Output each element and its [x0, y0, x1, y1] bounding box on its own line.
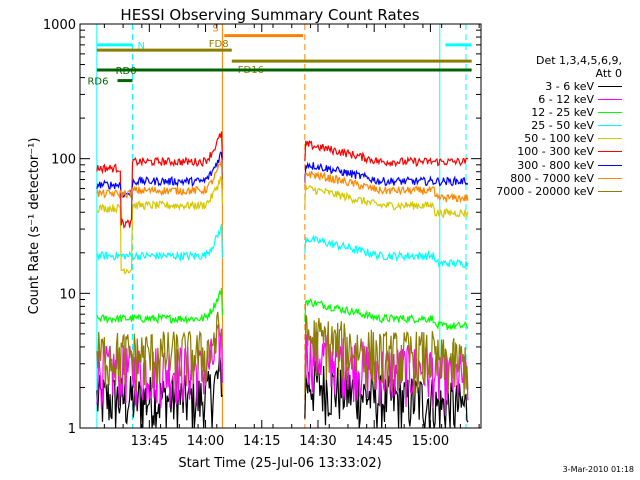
- x-tick-label: 13:45: [131, 434, 168, 449]
- legend-swatch: [598, 86, 622, 87]
- plot-frame: [79, 23, 482, 429]
- legend-swatch: [598, 190, 622, 192]
- legend-label: 12 - 25 keV: [531, 106, 594, 120]
- y-axis: 1 10 100 1000: [43, 18, 481, 437]
- date-stamp: 3-Mar-2010 01:18: [562, 465, 634, 474]
- x-tick-label: 14:45: [355, 434, 392, 449]
- legend: Det 1,3,4,5,6,9, Att 0 3 - 6 keV 6 - 12 k…: [480, 54, 630, 198]
- legend-title-line-2: Att 0: [595, 67, 622, 80]
- x-tick-label: 14:00: [187, 434, 224, 449]
- series-line: [96, 157, 469, 204]
- x-tick-label: 14:15: [243, 434, 280, 449]
- legend-label: 3 - 6 keV: [545, 80, 594, 93]
- legend-entry: 25 - 50 keV: [480, 119, 630, 132]
- legend-entry: 6 - 12 keV: [480, 93, 630, 106]
- series-line: [96, 311, 469, 398]
- legend-swatch: [598, 125, 622, 127]
- legend-entry: 100 - 300 keV: [480, 145, 630, 158]
- y-tick-label: 10: [59, 287, 76, 302]
- flag-label: N: [137, 41, 144, 52]
- legend-title-line-1: Det 1,3,4,5,6,9,: [535, 54, 622, 67]
- series-line: [96, 288, 469, 331]
- series-line: [96, 176, 469, 276]
- chart-title: HESSI Observing Summary Count Rates: [120, 6, 419, 24]
- legend-swatch: [598, 177, 622, 179]
- legend-label: 100 - 300 keV: [517, 145, 594, 159]
- legend-swatch: [598, 164, 622, 166]
- legend-label: 7000 - 20000 keV: [496, 184, 594, 198]
- legend-entry: 7000 - 20000 keV: [480, 185, 630, 198]
- y-tick-label: 100: [51, 153, 76, 168]
- legend-label: 25 - 50 keV: [531, 119, 594, 133]
- legend-entry: 12 - 25 keV: [480, 106, 630, 119]
- data-layer: NSFD8FD16RD0RD6: [87, 24, 472, 428]
- y-axis-label: Count Rate (s⁻¹ detector⁻¹): [27, 138, 42, 315]
- legend-label: 6 - 12 keV: [538, 93, 594, 107]
- legend-entry: 3 - 6 keV: [480, 80, 630, 93]
- flag-label: RD0: [116, 66, 137, 77]
- x-axis-label: Start Time (25-Jul-06 13:33:02): [178, 456, 381, 471]
- x-tick-label: 15:00: [412, 434, 449, 449]
- plot-area: NSFD8FD16RD0RD6: [87, 24, 472, 428]
- legend-entry: 300 - 800 keV: [480, 159, 630, 172]
- legend-swatch: [598, 138, 622, 140]
- y-tick-label: 1: [68, 422, 76, 437]
- legend-swatch: [598, 112, 622, 114]
- y-tick-label: 1000: [43, 18, 76, 33]
- flag-label: RD6: [87, 77, 108, 88]
- legend-entry: 50 - 100 keV: [480, 132, 630, 145]
- legend-label: 300 - 800 keV: [517, 158, 594, 172]
- legend-label: 50 - 100 keV: [524, 132, 594, 146]
- legend-label: 800 - 7000 keV: [510, 171, 594, 185]
- legend-entry: 800 - 7000 keV: [480, 172, 630, 185]
- series-line: [96, 151, 469, 198]
- x-tick-label: 14:30: [299, 434, 336, 449]
- flag-label: FD8: [209, 39, 229, 50]
- series-line: [96, 131, 469, 229]
- flag-label: S: [212, 24, 218, 35]
- x-axis: 13:45 14:00 14:15 14:30 14:45 15:00: [103, 24, 480, 449]
- series-line: [96, 223, 469, 269]
- legend-swatch: [598, 99, 622, 101]
- legend-swatch: [598, 151, 622, 153]
